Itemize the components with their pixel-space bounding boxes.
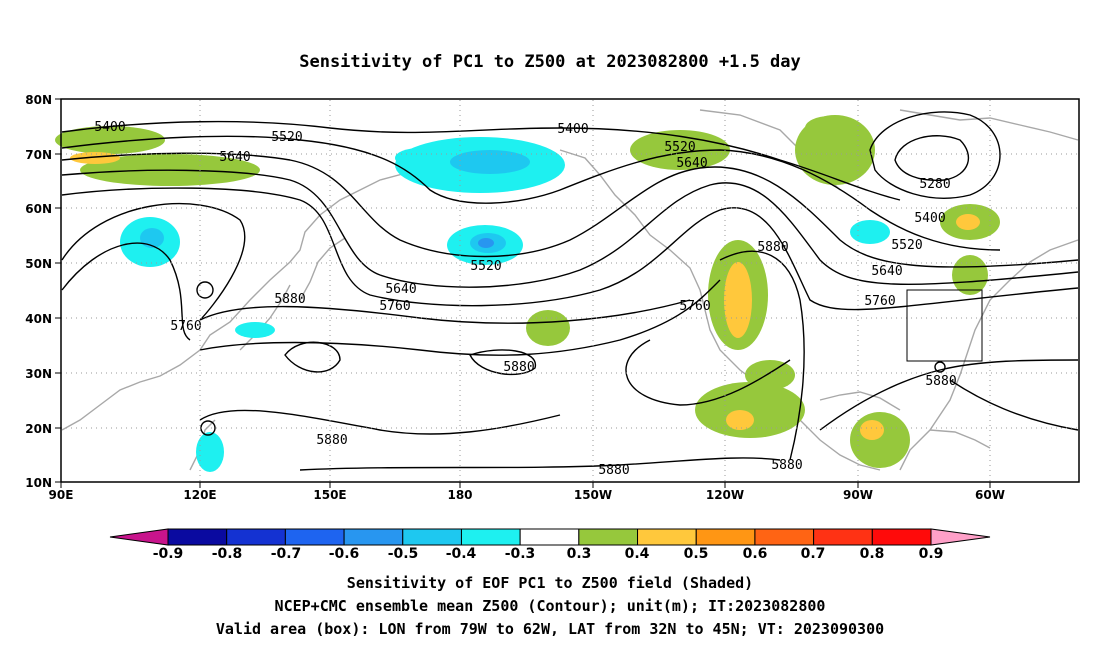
lat-tick-label: 20N	[25, 422, 52, 436]
colorbar-labels: -0.9 -0.8 -0.7 -0.6 -0.5 -0.4 -0.3 0.3 0…	[153, 546, 944, 562]
lat-tick-label: 40N	[25, 312, 52, 326]
colorbar-cell	[402, 528, 462, 546]
colorbar-label: 0.3	[567, 546, 592, 562]
valid-area-box	[906, 289, 983, 362]
colorbar-cell	[695, 528, 756, 546]
colorbar-label: -0.6	[329, 546, 360, 562]
contour-label: 5760	[379, 299, 410, 314]
lat-tick-label: 80N	[25, 93, 52, 107]
colorbar-label: -0.8	[212, 546, 243, 562]
colorbar-right-arrow	[930, 528, 991, 546]
colorbar-label: 0.5	[684, 546, 709, 562]
colorbar-cell	[871, 528, 932, 546]
colorbar-label: 0.6	[743, 546, 768, 562]
colorbar-label: 0.9	[919, 546, 944, 562]
contour-label: 5280	[919, 177, 950, 192]
colorbar-cell	[460, 528, 521, 546]
colorbar-label: -0.4	[446, 546, 477, 562]
colorbar-label: -0.3	[505, 546, 536, 562]
lat-tick-label: 30N	[25, 367, 52, 381]
lon-tick-label: 60W	[975, 488, 1005, 502]
map-frame	[60, 98, 1080, 483]
contour-label: 5760	[679, 299, 710, 314]
contour-label: 5520	[271, 130, 302, 145]
colorbar-label: 0.8	[860, 546, 885, 562]
lon-tick-label: 120E	[183, 488, 216, 502]
lat-axis: 80N 70N 60N 50N 40N 30N 20N 10N	[25, 93, 61, 490]
colorbar-cell	[226, 528, 286, 546]
contour-label: 5520	[470, 259, 501, 274]
graticule	[61, 100, 1079, 482]
contour-label: 5520	[664, 140, 695, 155]
colorbar-cell	[284, 528, 345, 546]
contour-label: 5400	[557, 122, 588, 137]
colorbar-label: 0.4	[625, 546, 650, 562]
colorbar: -0.9 -0.8 -0.7 -0.6 -0.5 -0.4 -0.3 0.3 0…	[109, 528, 991, 562]
caption-line-2: NCEP+CMC ensemble mean Z500 (Contour); u…	[275, 597, 826, 615]
contour-label: 5640	[219, 150, 250, 165]
sensitivity-shading	[55, 115, 1000, 472]
lat-tick-label: 10N	[25, 476, 52, 490]
caption-line-1: Sensitivity of EOF PC1 to Z500 field (Sh…	[347, 574, 753, 592]
contour-label: 5880	[598, 463, 629, 478]
z500-contours	[61, 111, 1079, 471]
lat-tick-label: 50N	[25, 257, 52, 271]
colorbar-cell	[519, 528, 580, 546]
contour-label: 5880	[503, 360, 534, 375]
colorbar-label: -0.9	[153, 546, 184, 562]
lon-tick-label: 150E	[313, 488, 346, 502]
lon-tick-label: 150W	[574, 488, 612, 502]
lon-tick-label: 180	[447, 488, 472, 502]
contour-label: 5400	[914, 211, 945, 226]
figure-title: Sensitivity of PC1 to Z500 at 2023082800…	[299, 52, 801, 72]
contour-label: 5880	[925, 374, 956, 389]
contour-label: 5640	[676, 156, 707, 171]
colorbar-cell	[167, 528, 228, 546]
colorbar-cell	[813, 528, 873, 546]
colorbar-cell	[578, 528, 639, 546]
colorbar-cell	[754, 528, 815, 546]
colorbar-label: -0.5	[388, 546, 419, 562]
contour-label: 5760	[170, 319, 201, 334]
caption-line-3: Valid area (box): LON from 79W to 62W, L…	[216, 620, 884, 638]
colorbar-cell	[637, 528, 697, 546]
colorbar-cell	[343, 528, 404, 546]
colorbar-label: 0.7	[801, 546, 826, 562]
contour-label: 5880	[771, 458, 802, 473]
map-panel: 5400 5520 5640 5400 5520 5640 5280 5400 …	[25, 93, 1080, 502]
contour-label: 5400	[94, 120, 125, 135]
contour-label: 5640	[871, 264, 902, 279]
contour-label: 5760	[864, 294, 895, 309]
lon-tick-label: 120W	[706, 488, 744, 502]
lat-tick-label: 70N	[25, 148, 52, 162]
contour-labels: 5400 5520 5640 5400 5520 5640 5280 5400 …	[94, 120, 956, 478]
colorbar-left-arrow	[109, 528, 169, 546]
contour-label: 5880	[274, 292, 305, 307]
lon-axis: 90E 120E 150E 180 150W 120W 90W 60W	[49, 482, 1005, 502]
contour-label: 5880	[757, 240, 788, 255]
colorbar-cells	[167, 528, 932, 546]
colorbar-label: -0.7	[271, 546, 302, 562]
contour-label: 5520	[891, 238, 922, 253]
lon-tick-label: 90E	[49, 488, 74, 502]
lat-tick-label: 60N	[25, 202, 52, 216]
contour-label: 5880	[316, 433, 347, 448]
lon-tick-label: 90W	[843, 488, 873, 502]
contour-label: 5640	[385, 282, 416, 297]
